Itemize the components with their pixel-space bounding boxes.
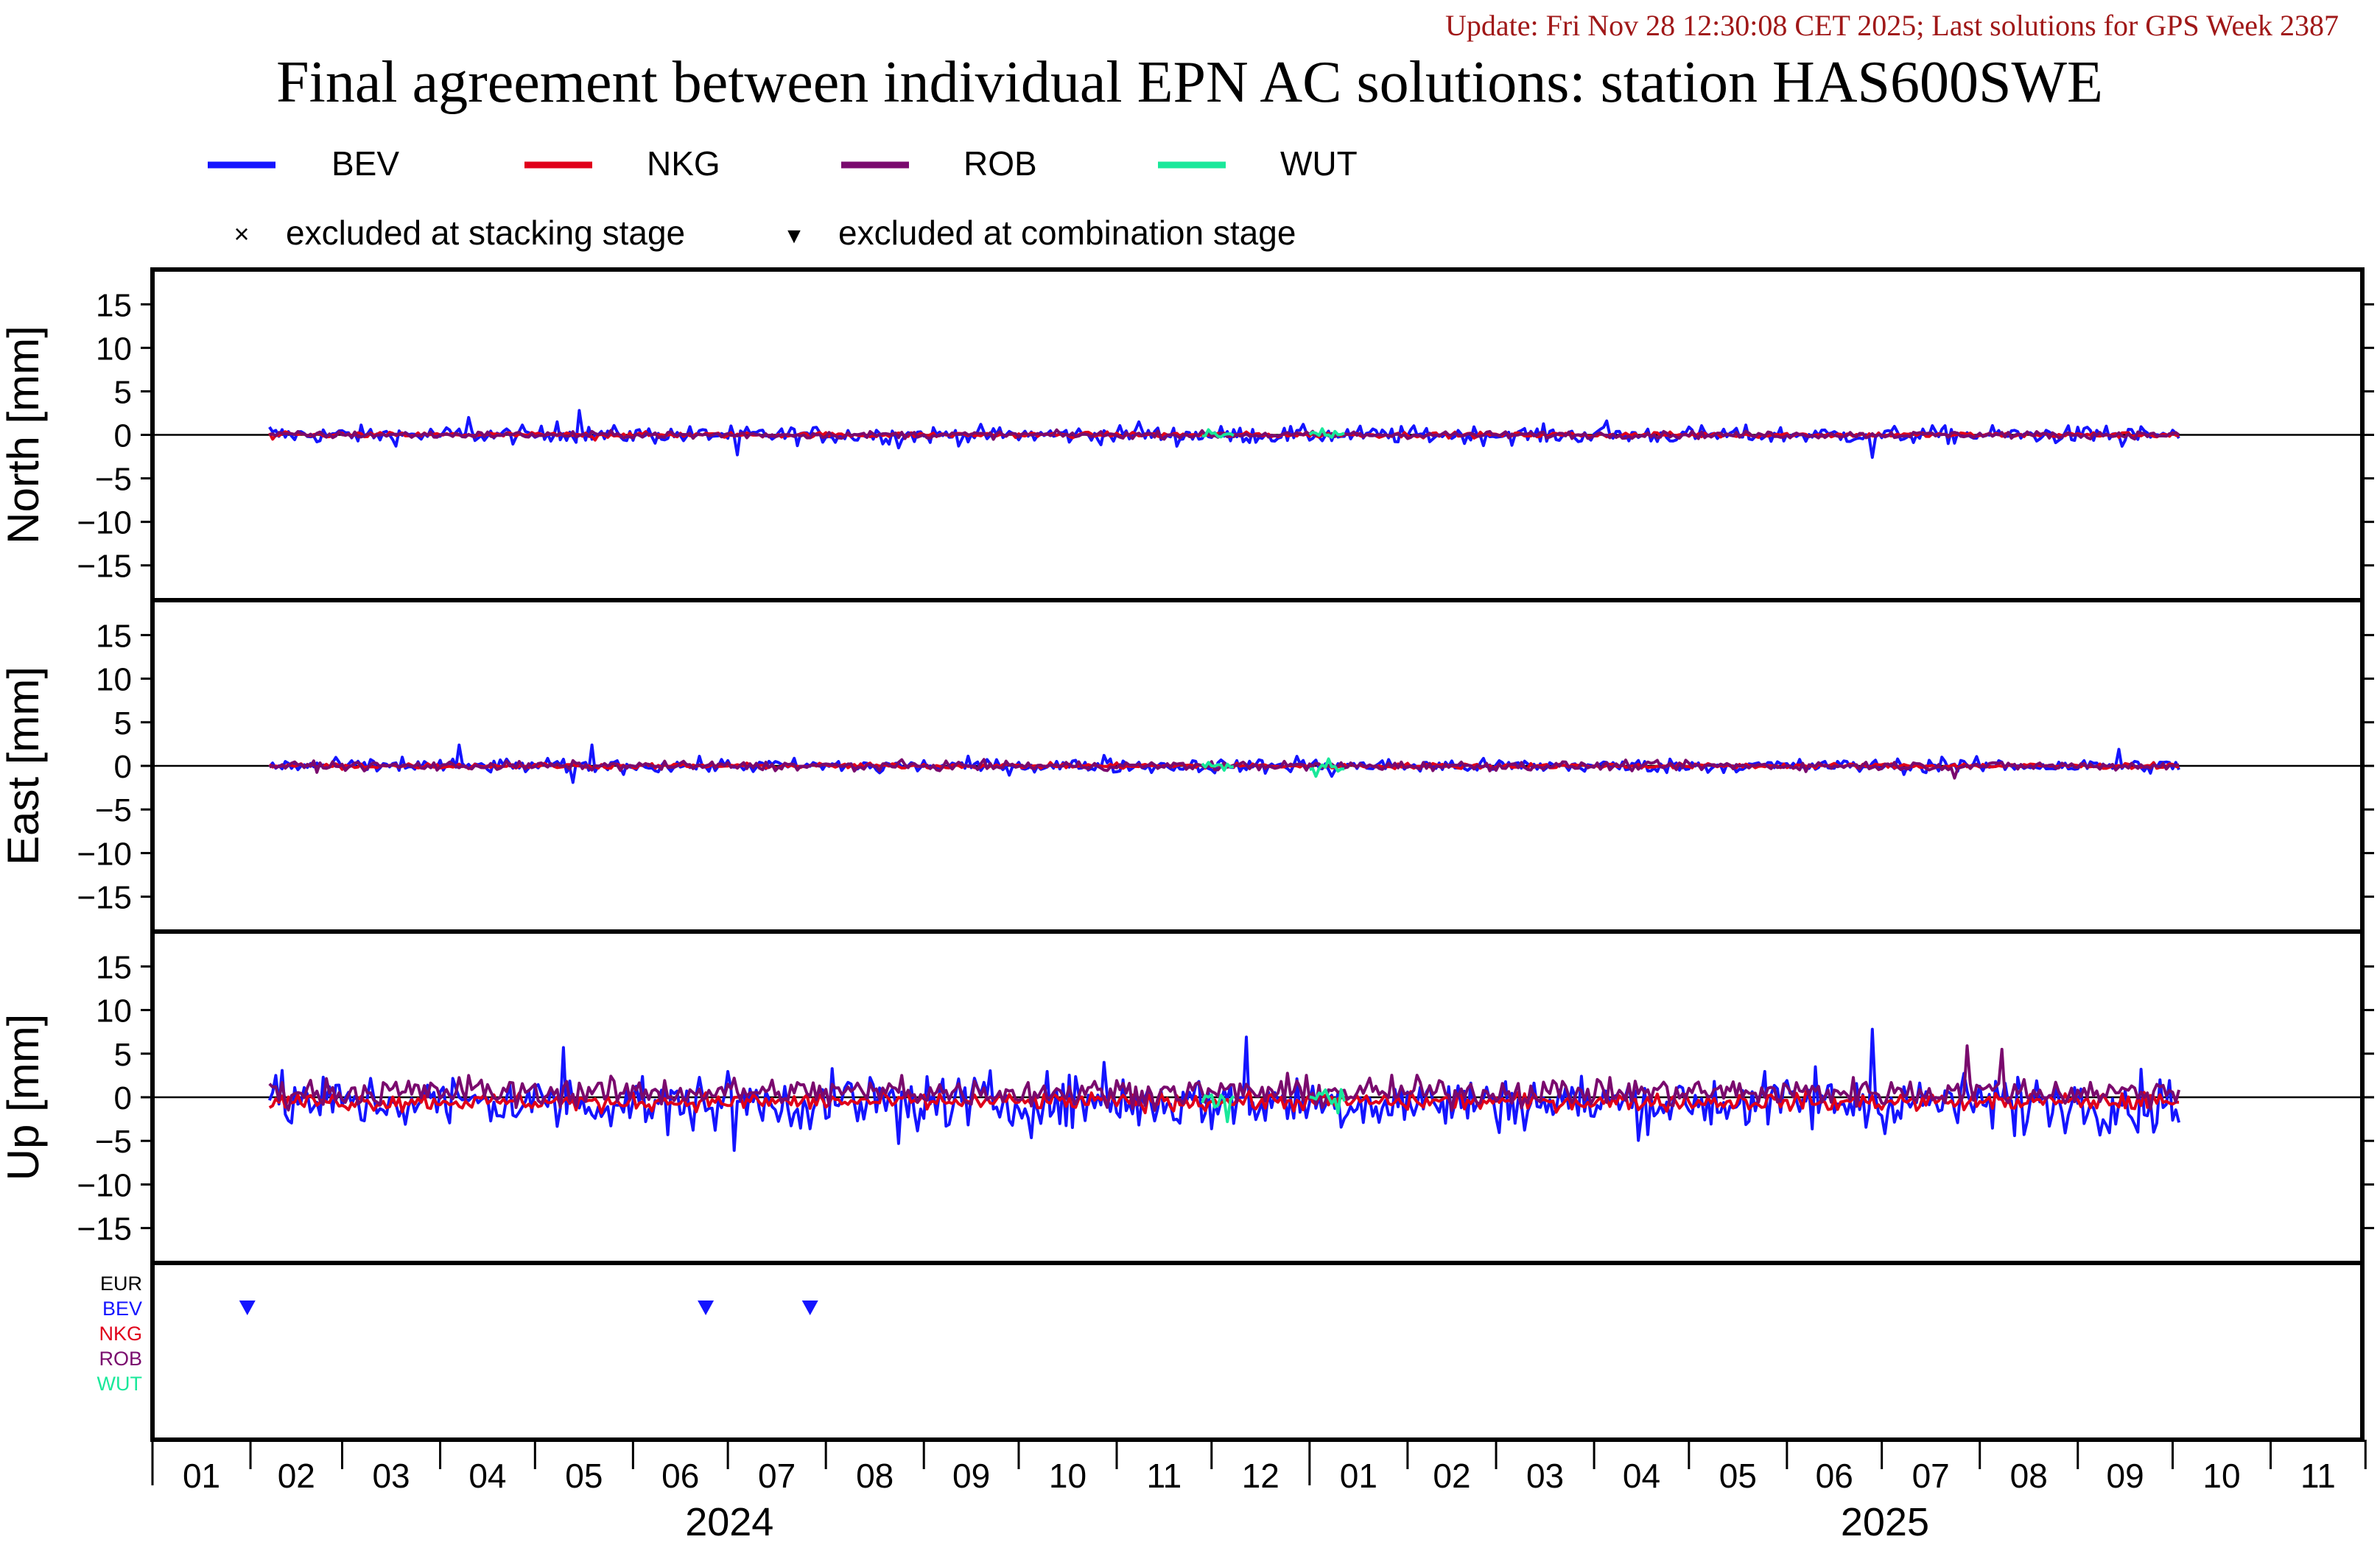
series-line-wut bbox=[1308, 427, 1345, 439]
x-month-label: 11 bbox=[1147, 1457, 1182, 1495]
y-tick-label: −10 bbox=[77, 1167, 132, 1203]
combination-excluded-marker bbox=[801, 1301, 818, 1315]
exclusion-row-label-wut: WUT bbox=[97, 1373, 142, 1395]
combination-excluded-marker bbox=[239, 1301, 256, 1315]
x-year-label: 2024 bbox=[685, 1500, 773, 1544]
y-tick-label: 0 bbox=[114, 749, 132, 785]
x-month-label: 03 bbox=[372, 1457, 410, 1495]
x-month-label: 04 bbox=[1623, 1457, 1660, 1495]
x-month-label: 04 bbox=[468, 1457, 506, 1495]
x-month-label: 03 bbox=[1526, 1457, 1564, 1495]
y-tick-label: −5 bbox=[95, 462, 132, 498]
x-axis: 01 02 03 04 05 06 07 08 09 10 11 12 01 02 03 04 05 06 07 08… bbox=[151, 1438, 2367, 1544]
x-month-label: 06 bbox=[1816, 1457, 1853, 1495]
legend-cross-marker: × bbox=[234, 219, 249, 249]
x-month-label: 02 bbox=[1433, 1457, 1470, 1495]
legend-marker-label-1: excluded at combination stage bbox=[838, 214, 1296, 252]
y-tick-label: 0 bbox=[114, 1080, 132, 1116]
y-tick-label: 15 bbox=[96, 949, 132, 985]
y-tick-label: 5 bbox=[114, 374, 132, 410]
y-axis-label-north: North [mm] bbox=[0, 325, 48, 544]
y-axis-label-east: East [mm] bbox=[0, 666, 48, 865]
y-tick-label: −15 bbox=[77, 880, 132, 916]
x-month-label: 08 bbox=[856, 1457, 894, 1495]
y-tick-label: 5 bbox=[114, 1037, 132, 1073]
legend: BEV NKG ROB WUT × excluded at stacking stage ▼… bbox=[208, 144, 1358, 252]
series-line-wut bbox=[1201, 761, 1235, 772]
y-tick-label: −15 bbox=[77, 549, 132, 585]
y-tick-label: −5 bbox=[95, 792, 132, 828]
x-month-label: 10 bbox=[2202, 1457, 2240, 1495]
y-tick-label: 10 bbox=[96, 662, 132, 698]
y-tick-label: −10 bbox=[77, 505, 132, 541]
legend-label-rob: ROB bbox=[963, 144, 1037, 183]
y-tick-label: −5 bbox=[95, 1124, 132, 1160]
x-month-label: 06 bbox=[661, 1457, 699, 1495]
legend-label-bev: BEV bbox=[331, 144, 399, 183]
exclusion-panel-frame bbox=[150, 1261, 2365, 1442]
exclusion-row-label-rob: ROB bbox=[99, 1348, 142, 1370]
x-month-label: 01 bbox=[1340, 1457, 1377, 1495]
update-text: Update: Fri Nov 28 12:30:08 CET 2025; La… bbox=[1445, 9, 2339, 42]
series-line-rob bbox=[268, 758, 2180, 780]
x-month-label: 07 bbox=[758, 1457, 796, 1495]
x-month-label: 02 bbox=[278, 1457, 315, 1495]
legend-label-wut: WUT bbox=[1280, 144, 1358, 183]
panel-up: 15 10 5 0 −5 −10 −15 Up [mm] bbox=[0, 929, 2374, 1265]
x-month-label: 11 bbox=[2300, 1457, 2336, 1495]
chart-title: Final agreement between individual EPN A… bbox=[276, 50, 2103, 115]
panels: 15 10 5 0 −5 −10 −15 North [mm] 15 10 5 0 −5 −10 −15 Ea… bbox=[0, 267, 2374, 1442]
y-tick-label: 10 bbox=[96, 993, 132, 1030]
exclusion-row-label-nkg: NKG bbox=[99, 1323, 142, 1345]
exclusion-panel: EUR BEV NKG ROB WUT bbox=[97, 1261, 2365, 1442]
x-year-label: 2025 bbox=[1841, 1500, 1929, 1544]
x-month-label: 01 bbox=[183, 1457, 220, 1495]
series-line-wut bbox=[1201, 428, 1235, 439]
y-tick-label: 0 bbox=[114, 418, 132, 454]
series-line-wut bbox=[1201, 1093, 1235, 1124]
x-month-label: 07 bbox=[1912, 1457, 1950, 1495]
panel-north: 15 10 5 0 −5 −10 −15 North [mm] bbox=[0, 267, 2374, 602]
y-tick-label: −15 bbox=[77, 1211, 132, 1247]
x-month-label: 05 bbox=[565, 1457, 603, 1495]
exclusion-row-label-bev: BEV bbox=[102, 1298, 142, 1320]
y-tick-label: 10 bbox=[96, 331, 132, 367]
y-tick-label: 5 bbox=[114, 705, 132, 742]
series-line-wut bbox=[1309, 757, 1345, 778]
series-line-rob bbox=[268, 1044, 2181, 1112]
y-axis-label-up: Up [mm] bbox=[0, 1014, 48, 1181]
y-tick-label: 15 bbox=[96, 287, 132, 323]
x-month-label: 10 bbox=[1049, 1457, 1087, 1495]
legend-marker-label-0: excluded at stacking stage bbox=[286, 214, 685, 252]
x-month-label: 12 bbox=[1242, 1457, 1279, 1495]
series-line-wut bbox=[1309, 1088, 1346, 1115]
panel-east: 15 10 5 0 −5 −10 −15 East [mm] bbox=[0, 598, 2374, 934]
x-month-label: 09 bbox=[952, 1457, 990, 1495]
x-month-label: 05 bbox=[1719, 1457, 1757, 1495]
exclusion-row-label-eur: EUR bbox=[100, 1273, 142, 1295]
combination-excluded-marker bbox=[698, 1301, 715, 1315]
y-tick-label: 15 bbox=[96, 618, 132, 654]
legend-triangle-marker: ▼ bbox=[783, 224, 805, 248]
x-month-label: 08 bbox=[2010, 1457, 2048, 1495]
x-month-label: 09 bbox=[2107, 1457, 2144, 1495]
legend-label-nkg: NKG bbox=[647, 144, 720, 183]
y-tick-label: −10 bbox=[77, 836, 132, 872]
